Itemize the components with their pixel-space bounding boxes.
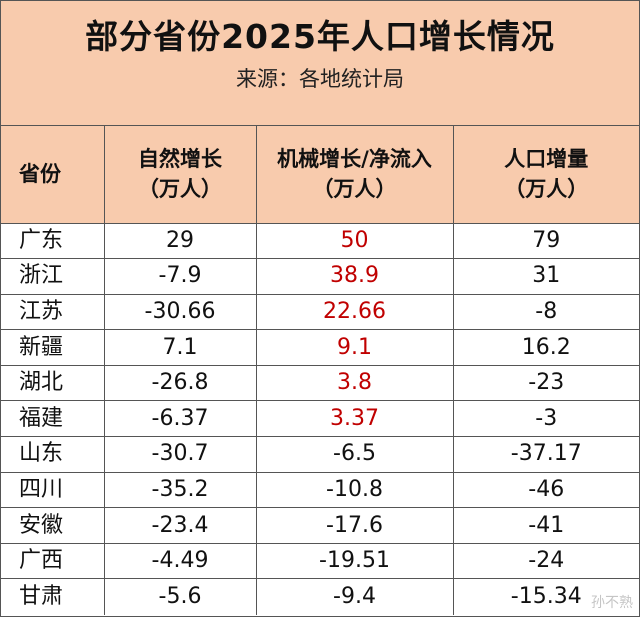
population-increase-cell: -24: [452, 542, 639, 580]
population-increase-cell: 79: [452, 222, 639, 260]
province-cell: 湖北: [1, 364, 105, 402]
net-migration-cell: 9.1: [255, 329, 454, 366]
natural-growth-cell: -4.49: [103, 542, 257, 580]
header-net-migration-label: 机械增长/净流入: [277, 147, 432, 172]
net-migration-cell: 38.9: [255, 258, 454, 295]
province-cell: 广东: [1, 222, 105, 260]
net-migration-cell: -6.5: [255, 436, 454, 473]
header-population-increase-unit: （万人）: [504, 177, 589, 202]
table-row: 安徽 -23.4 -17.6 -41: [1, 507, 639, 544]
population-increase-cell: -8: [452, 293, 639, 331]
table-row: 广西 -4.49 -19.51 -24: [1, 542, 639, 580]
province-cell: 浙江: [1, 258, 105, 295]
net-migration-cell: 3.8: [255, 364, 454, 402]
header-province: 省份: [1, 126, 105, 224]
net-migration-cell: 3.37: [255, 400, 454, 438]
population-increase-cell: -46: [452, 471, 639, 509]
population-increase-cell: 16.2: [452, 329, 639, 366]
natural-growth-cell: -5.6: [103, 578, 257, 615]
population-table: 省份 自然增长 （万人） 机械增长/净流入 （万人） 人口增量 （万人） 广东 2…: [1, 126, 639, 615]
net-migration-cell: 50: [255, 222, 454, 260]
table-row: 新疆 7.1 9.1 16.2: [1, 329, 639, 366]
header-net-migration-unit: （万人）: [312, 177, 397, 202]
population-increase-cell: -23: [452, 364, 639, 402]
header-natural-growth: 自然增长 （万人）: [103, 126, 257, 224]
header-natural-growth-label: 自然增长: [138, 147, 222, 172]
population-increase-cell: -41: [452, 507, 639, 544]
table-row: 江苏 -30.66 22.66 -8: [1, 293, 639, 331]
table-row: 福建 -6.37 3.37 -3: [1, 400, 639, 438]
province-cell: 福建: [1, 400, 105, 438]
natural-growth-cell: 29: [103, 222, 257, 260]
natural-growth-cell: 7.1: [103, 329, 257, 366]
province-cell: 江苏: [1, 293, 105, 331]
table-row: 湖北 -26.8 3.8 -23: [1, 364, 639, 402]
table-row: 甘肃 -5.6 -9.4 -15.34: [1, 578, 639, 615]
page-title: 部分省份2025年人口增长情况: [85, 17, 555, 56]
table-row: 四川 -35.2 -10.8 -46: [1, 471, 639, 509]
net-migration-cell: -9.4: [255, 578, 454, 615]
province-cell: 甘肃: [1, 578, 105, 615]
source-line: 来源：各地统计局: [236, 67, 404, 91]
watermark: 孙不熟: [591, 595, 633, 611]
title-block: 部分省份2025年人口增长情况 来源：各地统计局: [1, 1, 639, 126]
header-row: 省份 自然增长 （万人） 机械增长/净流入 （万人） 人口增量 （万人）: [1, 126, 639, 224]
natural-growth-cell: -7.9: [103, 258, 257, 295]
table-row: 浙江 -7.9 38.9 31: [1, 258, 639, 295]
natural-growth-cell: -30.7: [103, 436, 257, 473]
natural-growth-cell: -26.8: [103, 364, 257, 402]
natural-growth-cell: -30.66: [103, 293, 257, 331]
table-body: 广东 29 50 79 浙江 -7.9 38.9 31 江苏 -30.66 22.66 -8 新疆 7.1…: [1, 222, 639, 615]
header-net-migration: 机械增长/净流入 （万人）: [255, 126, 454, 224]
natural-growth-cell: -35.2: [103, 471, 257, 509]
net-migration-cell: -17.6: [255, 507, 454, 544]
population-increase-cell: -15.34: [452, 578, 639, 615]
header-population-increase-label: 人口增量: [504, 147, 589, 172]
net-migration-cell: -10.8: [255, 471, 454, 509]
header-population-increase: 人口增量 （万人）: [452, 126, 639, 224]
province-cell: 新疆: [1, 329, 105, 366]
natural-growth-cell: -23.4: [103, 507, 257, 544]
population-increase-cell: 31: [452, 258, 639, 295]
net-migration-cell: 22.66: [255, 293, 454, 331]
population-increase-cell: -3: [452, 400, 639, 438]
province-cell: 山东: [1, 436, 105, 473]
natural-growth-cell: -6.37: [103, 400, 257, 438]
header-natural-growth-unit: （万人）: [138, 177, 222, 202]
province-cell: 广西: [1, 542, 105, 580]
province-cell: 四川: [1, 471, 105, 509]
population-increase-cell: -37.17: [452, 436, 639, 473]
table-row: 广东 29 50 79: [1, 222, 639, 260]
province-cell: 安徽: [1, 507, 105, 544]
table-row: 山东 -30.7 -6.5 -37.17: [1, 436, 639, 473]
net-migration-cell: -19.51: [255, 542, 454, 580]
